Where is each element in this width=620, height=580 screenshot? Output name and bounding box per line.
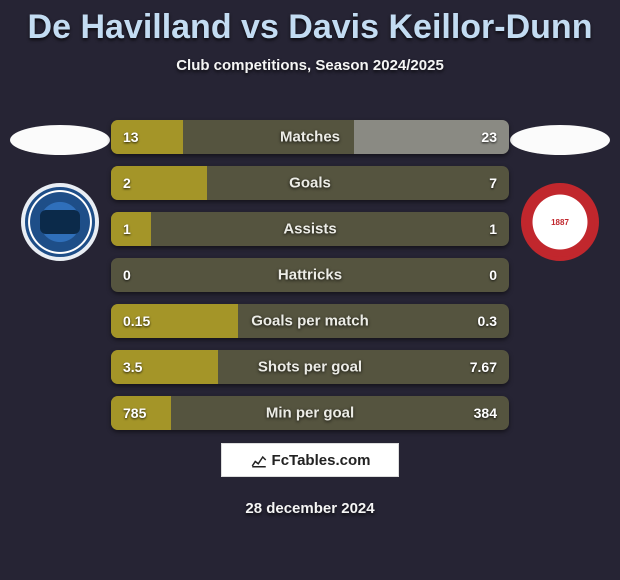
crest-shield-icon: 1887 [541, 203, 579, 241]
stat-label: Matches [111, 129, 509, 146]
stat-row: 3.57.67Shots per goal [111, 350, 509, 384]
stat-row: 00Hattricks [111, 258, 509, 292]
stat-label: Goals per match [111, 313, 509, 330]
stat-row: 27Goals [111, 166, 509, 200]
stat-label: Min per goal [111, 405, 509, 422]
left-player-photo [10, 125, 110, 155]
stat-row: 1323Matches [111, 120, 509, 154]
attribution-text: FcTables.com [272, 452, 371, 469]
stats-comparison-chart: 1323Matches 27Goals 11Assists 00Hattricks 0.… [111, 120, 509, 442]
crest-shield-icon [40, 210, 80, 234]
subtitle: Club competitions, Season 2024/2025 [0, 57, 620, 74]
stat-label: Goals [111, 175, 509, 192]
right-player-photo [510, 125, 610, 155]
stat-row: 785384Min per goal [111, 396, 509, 430]
stat-label: Assists [111, 221, 509, 238]
chart-icon [250, 451, 268, 469]
attribution-badge: FcTables.com [221, 443, 399, 477]
date-text: 28 december 2024 [0, 500, 620, 517]
stat-label: Shots per goal [111, 359, 509, 376]
stat-label: Hattricks [111, 267, 509, 284]
right-club-crest: 1887 [521, 183, 599, 261]
page-title: De Havilland vs Davis Keillor-Dunn [0, 0, 620, 47]
stat-row: 0.150.3Goals per match [111, 304, 509, 338]
left-club-crest [21, 183, 99, 261]
stat-row: 11Assists [111, 212, 509, 246]
